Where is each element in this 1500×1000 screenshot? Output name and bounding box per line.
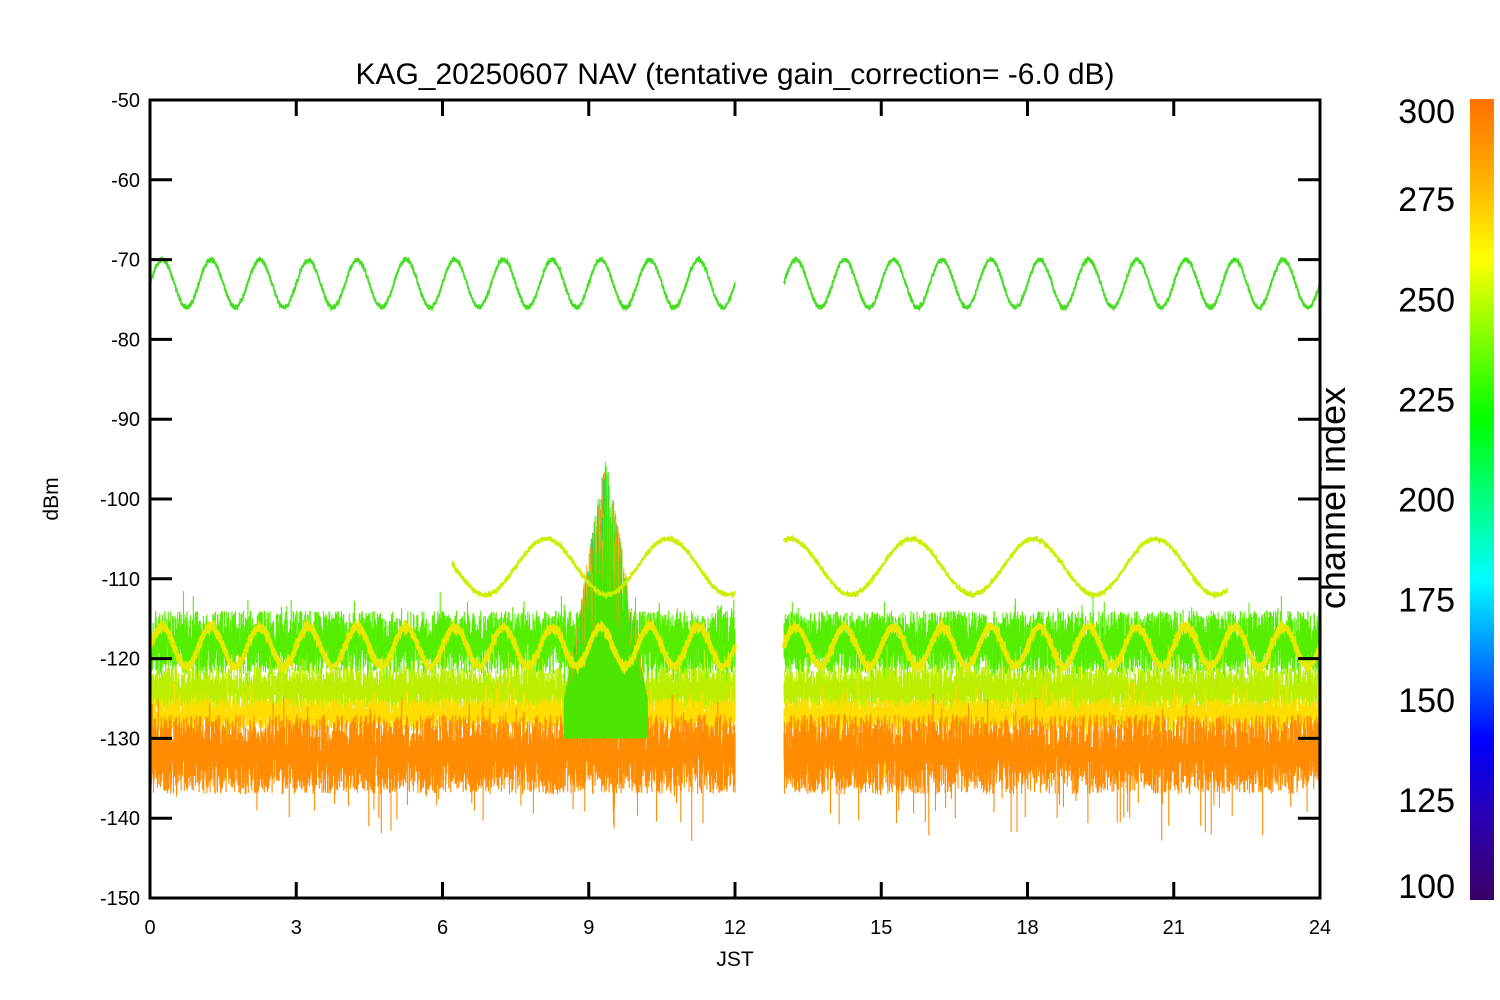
series-band-ch250 (151, 589, 1320, 728)
colorbar-tick-label: 175 (1398, 582, 1455, 620)
series-band-ch290 (151, 693, 1320, 841)
colorbar-tick-label: 250 (1398, 281, 1455, 319)
x-tick-label: 24 (1309, 917, 1331, 939)
x-tick-label: 12 (724, 917, 746, 939)
colorbar-tick-label: 300 (1398, 93, 1455, 131)
series-sine-ch268 (151, 617, 1320, 677)
colorbar-ticks: 300 275 250 225 200 175 150 125 100 (1398, 93, 1455, 906)
ticks-layer: 0 3 6 9 12 15 18 21 24 -50 -60 -70 -80 -90 -100 -110 -12… (100, 90, 1331, 939)
y-tick-label: -120 (100, 649, 140, 671)
x-tick-label: 3 (291, 917, 302, 939)
x-tick-label: 6 (437, 917, 448, 939)
series-burst-4 (563, 461, 648, 739)
x-tick-label: 9 (583, 917, 594, 939)
plot-data (151, 254, 1320, 841)
y-tick-label: -50 (111, 90, 140, 112)
y-tick-label: -70 (111, 250, 140, 272)
y-tick-label: -60 (111, 170, 140, 192)
y-axis-label: dBm (40, 477, 63, 520)
colorbar-tick-label: 125 (1398, 782, 1455, 820)
x-tick-label: 21 (1163, 917, 1185, 939)
y-tick-label: -80 (111, 329, 140, 351)
series-sine-ch245 (151, 254, 1320, 313)
colorbar (1470, 99, 1494, 900)
x-axis-label: JST (716, 948, 754, 971)
chart-title: KAG_20250607 NAV (tentative gain_correct… (355, 58, 1114, 91)
x-tick-label: 15 (870, 917, 892, 939)
colorbar-tick-label: 150 (1398, 682, 1455, 720)
colorbar-tick-label: 275 (1398, 181, 1455, 219)
colorbar-tick-label: 225 (1398, 381, 1455, 419)
y-tick-label: -90 (111, 409, 140, 431)
colorbar-label: channel index (1312, 387, 1353, 609)
series-sine-ch265 (451, 534, 1228, 600)
y-tick-label: -150 (100, 888, 140, 910)
y-tick-label: -100 (100, 489, 140, 511)
x-tick-label: 18 (1016, 917, 1038, 939)
y-tick-label: -110 (101, 569, 140, 591)
colorbar-tick-label: 200 (1398, 482, 1455, 520)
y-tick-label: -140 (100, 808, 140, 830)
x-tick-label: 0 (144, 917, 155, 939)
colorbar-tick-label: 100 (1398, 868, 1455, 906)
y-tick-label: -130 (100, 728, 140, 750)
